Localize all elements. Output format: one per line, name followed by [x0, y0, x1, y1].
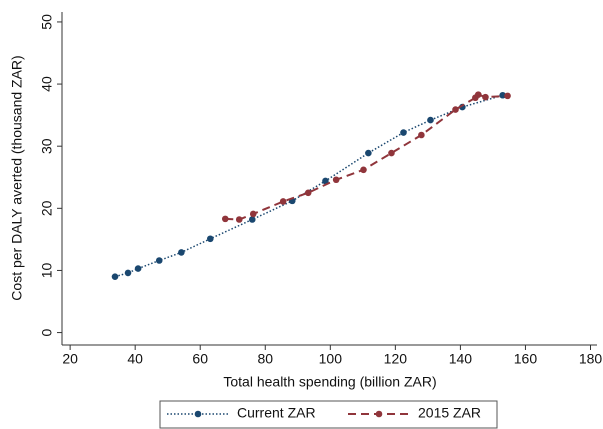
- point: [322, 177, 329, 185]
- x-tick-label: 60: [192, 351, 208, 367]
- y-tick-label: 10: [39, 262, 55, 278]
- legend-label: 2015 ZAR: [418, 405, 481, 421]
- legend-marker: [194, 410, 202, 418]
- y-tick-label: 20: [39, 200, 55, 216]
- legend-marker: [375, 410, 383, 418]
- point: [235, 216, 243, 223]
- point: [207, 235, 214, 243]
- point: [221, 215, 229, 223]
- point: [482, 93, 489, 101]
- point: [360, 166, 367, 174]
- x-tick-label: 140: [449, 351, 473, 367]
- point: [400, 129, 407, 136]
- point: [499, 91, 506, 99]
- point: [388, 149, 395, 157]
- y-axis-label: Cost per DALY averted (thousand ZAR): [9, 55, 25, 300]
- x-tick-label: 40: [127, 351, 143, 367]
- point: [427, 116, 434, 124]
- point: [365, 149, 372, 157]
- x-tick-label: 160: [514, 351, 538, 367]
- x-tick-label: 80: [257, 351, 273, 367]
- y-tick-label: 0: [39, 328, 55, 336]
- series-line: [225, 93, 508, 221]
- y-tick-label: 40: [39, 76, 55, 92]
- x-tick-label: 100: [319, 351, 343, 367]
- y-tick-label: 30: [39, 138, 55, 154]
- x-tick-label: 180: [579, 351, 603, 367]
- series-line: [114, 94, 503, 278]
- x-tick-label: 20: [62, 351, 78, 367]
- point: [504, 92, 511, 100]
- x-axis-label: Total health spending (billion ZAR): [223, 374, 436, 390]
- point: [249, 210, 257, 218]
- point: [332, 176, 340, 184]
- point: [279, 198, 287, 205]
- point: [418, 131, 425, 139]
- point: [248, 216, 256, 223]
- point: [452, 106, 459, 113]
- point: [134, 265, 142, 272]
- x-tick-label: 120: [384, 351, 408, 367]
- point: [124, 269, 132, 277]
- point: [155, 257, 163, 264]
- point: [178, 249, 185, 256]
- point: [304, 189, 312, 197]
- y-tick-label: 50: [39, 14, 55, 30]
- point: [474, 91, 482, 98]
- point: [111, 273, 119, 280]
- legend-label: Current ZAR: [237, 405, 316, 421]
